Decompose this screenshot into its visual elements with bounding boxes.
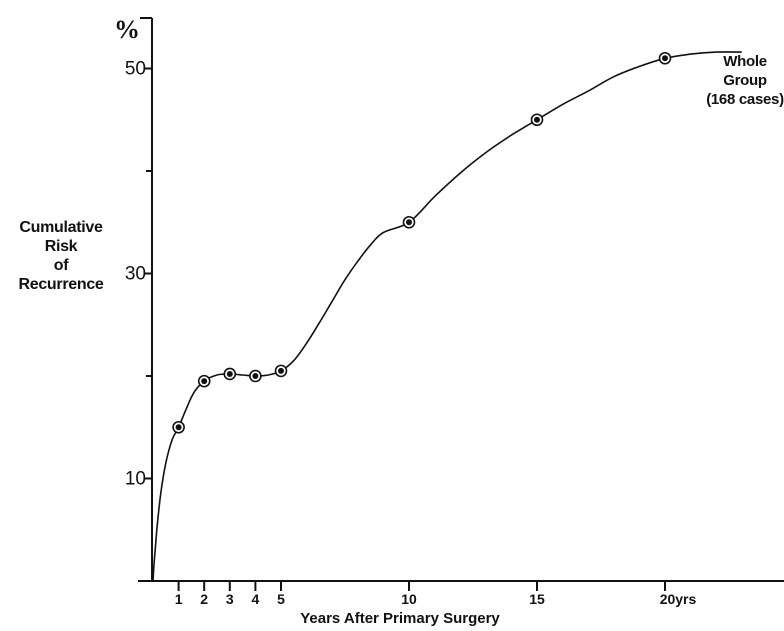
y-tick-label: 50	[125, 59, 146, 80]
data-point	[662, 55, 668, 62]
y-axis-label-line: Recurrence	[18, 276, 104, 293]
y-ticks: 10 30 50	[125, 59, 152, 490]
x-tick-label: 3	[226, 591, 234, 607]
x-ticks: 1 2 3 4 5 10 15 20yrs	[175, 581, 697, 607]
x-tick-label: 2	[200, 591, 208, 607]
series-label: Whole Group (168 cases)	[700, 52, 784, 109]
axes	[138, 17, 784, 582]
x-tick-label: 1	[175, 591, 183, 607]
x-tick-label: 4	[252, 591, 260, 607]
data-point	[278, 367, 284, 374]
series-label-line: Group	[723, 72, 767, 89]
y-axis-label: Cumulative Risk of Recurrence	[2, 218, 120, 294]
y-tick-label: 10	[125, 469, 146, 490]
data-point	[406, 219, 412, 226]
data-point	[226, 370, 233, 377]
y-unit-symbol: %	[114, 15, 140, 44]
series-label-line: (168 cases)	[706, 91, 784, 108]
x-axis-label: Years After Primary Surgery	[300, 610, 500, 627]
series-label-line: Whole	[723, 53, 767, 70]
x-tick-label: 15	[529, 591, 545, 607]
x-tick-label: 10	[401, 591, 417, 607]
y-axis-label-line: Cumulative	[19, 219, 103, 236]
series-line	[152, 51, 742, 582]
data-point	[175, 424, 182, 431]
data-point	[252, 373, 259, 379]
y-axis-label-line: Risk	[44, 238, 78, 255]
data-point	[201, 378, 208, 385]
x-tick-label: 5	[277, 591, 285, 607]
y-tick-label: 30	[125, 264, 146, 285]
series-layer	[152, 51, 742, 582]
data-point	[534, 116, 540, 123]
x-tick-label: 20yrs	[660, 591, 697, 607]
y-axis-label-line: of	[53, 257, 69, 274]
